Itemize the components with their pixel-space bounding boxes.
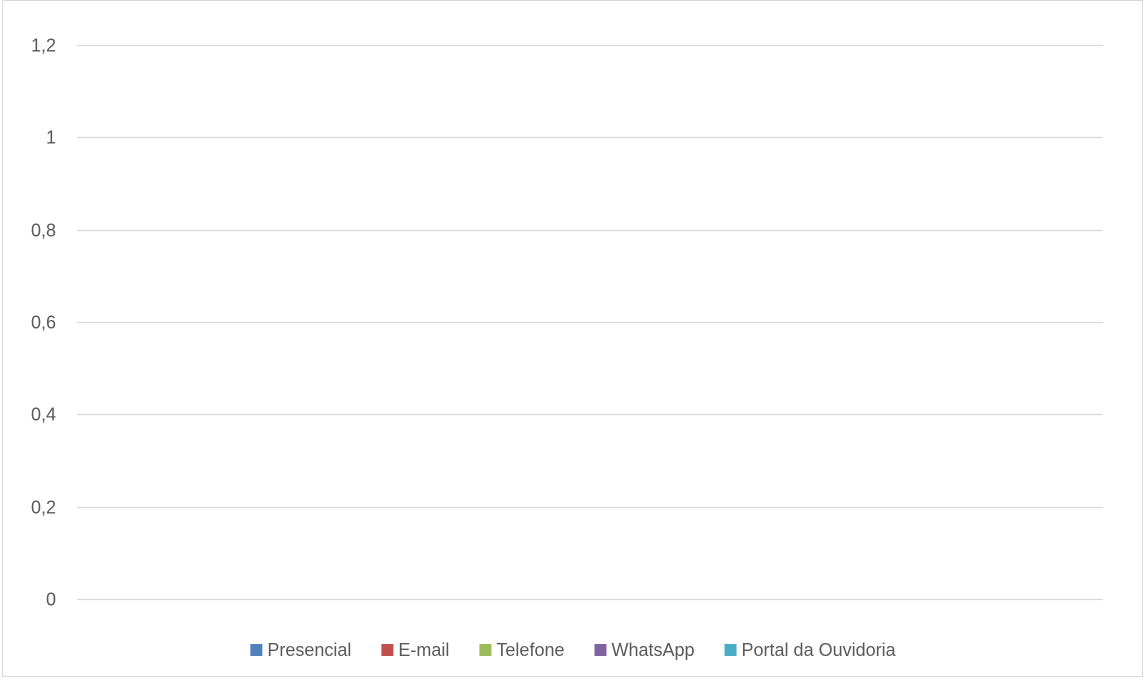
legend-item: WhatsApp — [594, 640, 695, 660]
legend-item: E-mail — [381, 640, 449, 660]
legend-label: Telefone — [496, 640, 564, 660]
legend: Presencial E-mail Telefone WhatsApp Portal d… — [250, 640, 897, 660]
legend-label: Portal da Ouvidoria — [742, 640, 897, 660]
y-tick-label: 0,2 — [31, 498, 56, 518]
legend-item: Portal da Ouvidoria — [724, 640, 897, 660]
legend-swatch — [724, 644, 737, 656]
legend-swatch — [479, 644, 492, 656]
legend-item: Telefone — [479, 640, 564, 660]
gridlines — [77, 44, 1103, 601]
y-tick-label: 0,6 — [31, 313, 56, 333]
legend-label: E-mail — [398, 640, 449, 660]
y-tick-label: 1 — [46, 128, 56, 148]
legend-label: Presencial — [267, 640, 351, 660]
y-axis-tick-labels: 0 0,2 0,4 0,6 0,8 1 1,2 — [31, 36, 56, 610]
y-tick-label: 0 — [46, 590, 56, 610]
y-tick-label: 0,8 — [31, 221, 56, 241]
legend-swatch — [250, 644, 263, 656]
legend-swatch — [594, 644, 607, 656]
legend-item: Presencial — [250, 640, 351, 660]
legend-swatch — [381, 644, 394, 656]
y-tick-label: 1,2 — [31, 36, 56, 56]
y-tick-label: 0,4 — [31, 405, 56, 425]
legend-label: WhatsApp — [611, 640, 694, 660]
